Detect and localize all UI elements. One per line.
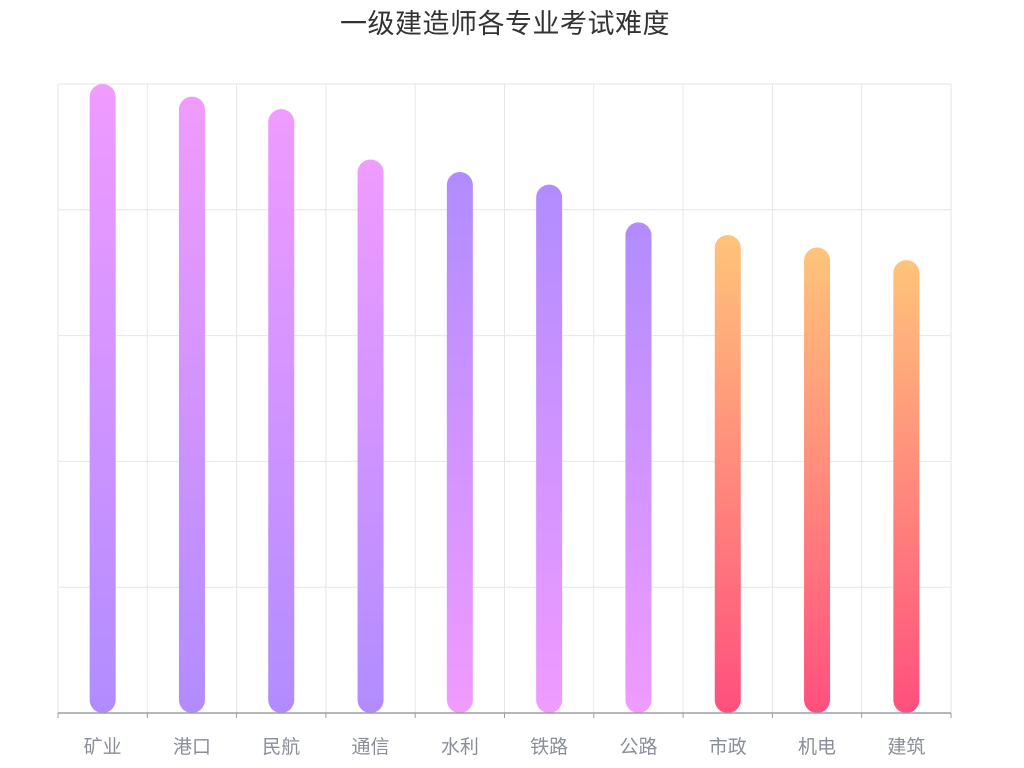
x-tick-label: 公路 [619,736,657,758]
x-tick-label: 矿业 [84,736,122,758]
x-tick-label: 机电 [798,736,836,758]
bar-建筑[interactable] [893,260,920,713]
x-tick-label: 民航 [262,736,300,758]
x-axis: 矿业 港口 民航 通信 水利 铁路 公路 市政 机电 建筑 [57,712,952,758]
x-tick-label: 港口 [173,736,211,758]
bar-公路[interactable] [625,222,652,713]
bar-民航[interactable] [268,109,295,713]
x-tick-label: 通信 [352,736,390,758]
bar-通信[interactable] [357,159,384,714]
grid [57,83,952,713]
x-tick-label: 水利 [441,736,479,758]
bar-市政[interactable] [714,234,741,713]
bar-港口[interactable] [178,96,205,713]
chart-title: 一级建造师各专业考试难度 [340,9,670,40]
x-tick-label: 铁路 [530,736,568,758]
bar-水利[interactable] [446,172,473,713]
x-tick-label: 建筑 [887,736,925,758]
bar-铁路[interactable] [536,184,563,713]
bar-机电[interactable] [804,247,831,714]
x-tick-label: 市政 [709,736,747,758]
bar-矿业[interactable] [89,84,116,713]
bars [89,84,920,714]
